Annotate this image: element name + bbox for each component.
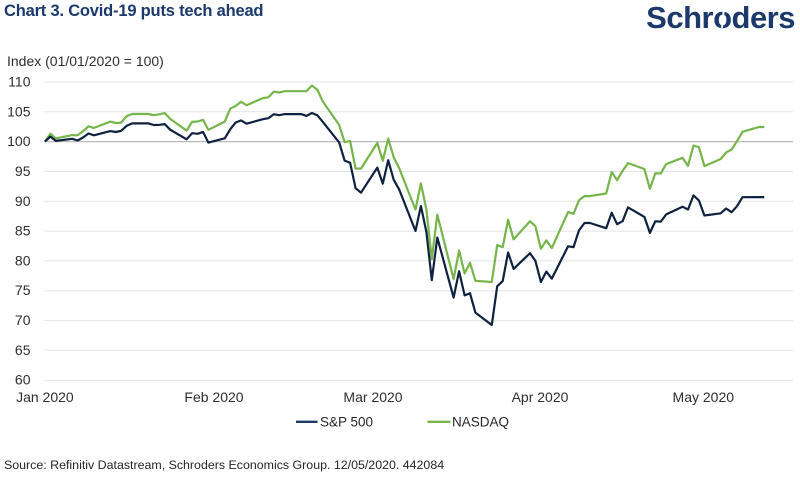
svg-text:Mar 2020: Mar 2020 (343, 389, 402, 405)
svg-text:95: 95 (15, 163, 31, 179)
svg-text:105: 105 (7, 103, 31, 119)
svg-text:90: 90 (15, 193, 31, 209)
svg-text:May 2020: May 2020 (673, 389, 735, 405)
svg-text:100: 100 (7, 133, 31, 149)
svg-text:Jan 2020: Jan 2020 (16, 389, 74, 405)
svg-text:85: 85 (15, 223, 31, 239)
svg-text:110: 110 (8, 74, 31, 90)
svg-text:Apr 2020: Apr 2020 (512, 389, 569, 405)
svg-text:80: 80 (15, 252, 31, 268)
svg-text:Feb 2020: Feb 2020 (184, 389, 243, 405)
svg-text:75: 75 (15, 282, 31, 298)
svg-text:70: 70 (15, 312, 31, 328)
svg-text:NASDAQ: NASDAQ (452, 415, 509, 430)
svg-text:S&P 500: S&P 500 (320, 415, 373, 430)
svg-text:60: 60 (15, 372, 31, 388)
svg-text:65: 65 (15, 342, 31, 358)
